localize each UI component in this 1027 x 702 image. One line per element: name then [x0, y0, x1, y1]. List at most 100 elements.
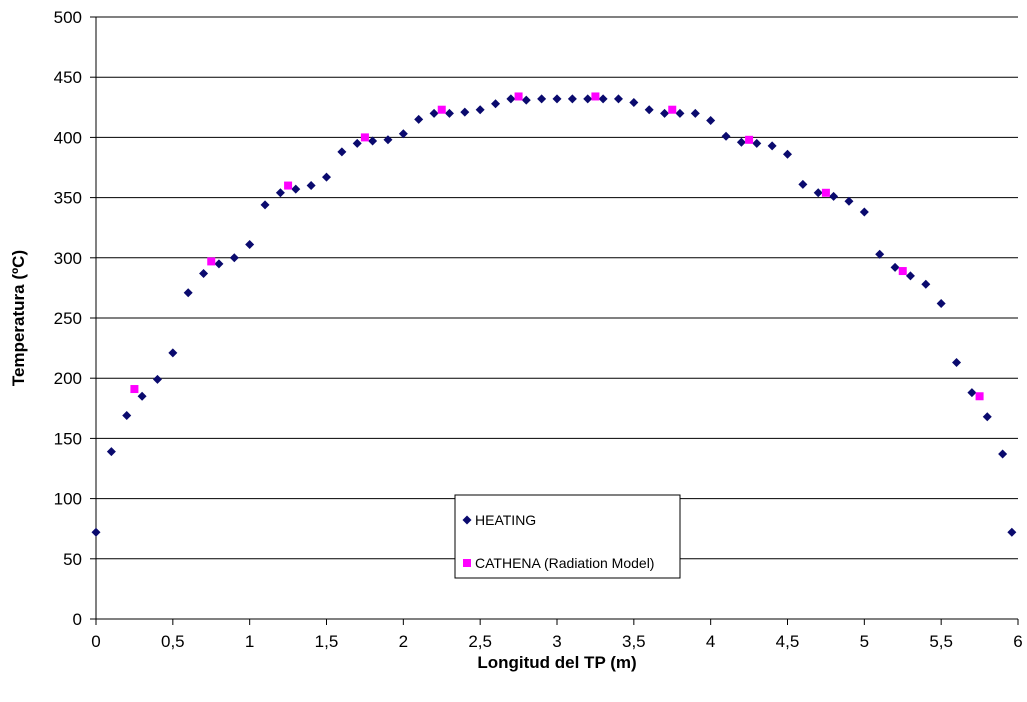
gridlines	[96, 16, 1018, 560]
x-tick-label: 5	[860, 632, 869, 651]
heating-point	[875, 249, 885, 259]
heating-point	[644, 105, 654, 115]
heating-point	[998, 449, 1008, 459]
heating-point	[552, 94, 562, 104]
cathena-point	[821, 188, 830, 197]
heating-point	[690, 108, 700, 118]
heating-point	[398, 129, 408, 139]
heating-point	[567, 94, 577, 104]
x-tick-label: 3,5	[622, 632, 646, 651]
y-axis-ticks: 0 50 100 150 200 250 300 350 400 450 500	[54, 8, 96, 629]
heating-point	[137, 391, 147, 401]
heating-point	[306, 181, 316, 191]
heating-point	[245, 240, 255, 250]
cathena-point	[514, 92, 523, 101]
y-tick-label: 400	[54, 128, 82, 147]
x-tick-label: 5,5	[929, 632, 953, 651]
heating-point	[291, 184, 301, 194]
heating-point	[767, 141, 777, 151]
heating-point	[91, 527, 101, 537]
heating-point	[460, 107, 470, 117]
legend-label: CATHENA (Radiation Model)	[475, 555, 654, 571]
y-tick-label: 100	[54, 490, 82, 509]
heating-point	[905, 271, 915, 281]
heating-point	[168, 348, 178, 358]
heating-point	[199, 268, 209, 278]
y-tick-label: 150	[54, 429, 82, 448]
heating-point	[936, 299, 946, 309]
x-tick-label: 4	[706, 632, 715, 651]
x-tick-label: 1	[245, 632, 254, 651]
x-tick-label: 3	[552, 632, 561, 651]
heating-point	[337, 147, 347, 157]
heating-point	[921, 279, 931, 289]
heating-point	[798, 179, 808, 189]
heating-point	[829, 191, 839, 201]
cathena-point	[437, 105, 446, 114]
legend-label: HEATING	[475, 512, 536, 528]
heating-point	[444, 108, 454, 118]
x-tick-label: 0,5	[161, 632, 185, 651]
heating-point	[383, 135, 393, 145]
y-tick-label: 500	[54, 8, 82, 27]
heating-point	[844, 196, 854, 206]
y-tick-label: 300	[54, 249, 82, 268]
heating-point	[152, 374, 162, 384]
legend-heating-marker	[462, 515, 472, 525]
data-marks	[91, 92, 1017, 537]
x-axis-ticks: 0 0,5 1 1,5 2 2,5 3 3,5 4 4,5 5 5,5 6	[91, 619, 1023, 651]
y-axis-title: Temperatura (ºC)	[9, 250, 28, 386]
heating-point	[982, 412, 992, 422]
cathena-point	[591, 92, 600, 101]
legend-cathena-marker	[463, 559, 471, 567]
heating-point	[322, 172, 331, 182]
heating-point	[275, 188, 285, 198]
x-axis-title: Longitud del TP (m)	[477, 653, 636, 672]
heating-point	[260, 200, 270, 210]
y-tick-label: 350	[54, 189, 82, 208]
cathena-point	[207, 257, 216, 266]
x-tick-label: 4,5	[776, 632, 800, 651]
heating-point	[352, 138, 362, 148]
y-tick-label: 250	[54, 309, 82, 328]
y-tick-label: 200	[54, 369, 82, 388]
cathena-point	[130, 385, 139, 394]
x-tick-label: 6	[1013, 632, 1022, 651]
heating-point	[475, 105, 485, 115]
heating-point	[613, 94, 623, 104]
x-tick-label: 2	[399, 632, 408, 651]
heating-point	[952, 358, 962, 368]
y-tick-label: 450	[54, 68, 82, 87]
heating-point	[429, 108, 439, 118]
cathena-point	[360, 133, 369, 142]
heating-point	[967, 388, 977, 398]
cathena-point	[745, 135, 754, 144]
heating-point	[736, 137, 746, 147]
x-tick-label: 2,5	[468, 632, 492, 651]
legend: HEATING CATHENA (Radiation Model)	[454, 494, 681, 579]
cathena-point	[898, 267, 907, 276]
x-tick-label: 0	[91, 632, 100, 651]
heating-point	[675, 108, 685, 118]
heating-point	[414, 114, 424, 124]
heating-point	[783, 149, 792, 159]
heating-point	[537, 94, 547, 104]
heating-point	[752, 138, 762, 148]
heating-point	[721, 131, 731, 141]
heating-point	[813, 188, 823, 198]
legend-box	[454, 494, 681, 579]
cathena-point	[284, 181, 293, 190]
heating-point	[229, 253, 239, 263]
heating-point	[521, 95, 531, 105]
heating-point	[706, 116, 716, 126]
x-tick-label: 1,5	[315, 632, 339, 651]
cathena-point	[975, 392, 984, 401]
heating-point	[583, 94, 593, 104]
heating-point	[629, 97, 639, 107]
heating-point	[598, 94, 608, 104]
y-tick-label: 0	[73, 610, 82, 629]
heating-point	[368, 136, 378, 146]
heating-point	[491, 99, 501, 109]
heating-point	[214, 259, 224, 269]
